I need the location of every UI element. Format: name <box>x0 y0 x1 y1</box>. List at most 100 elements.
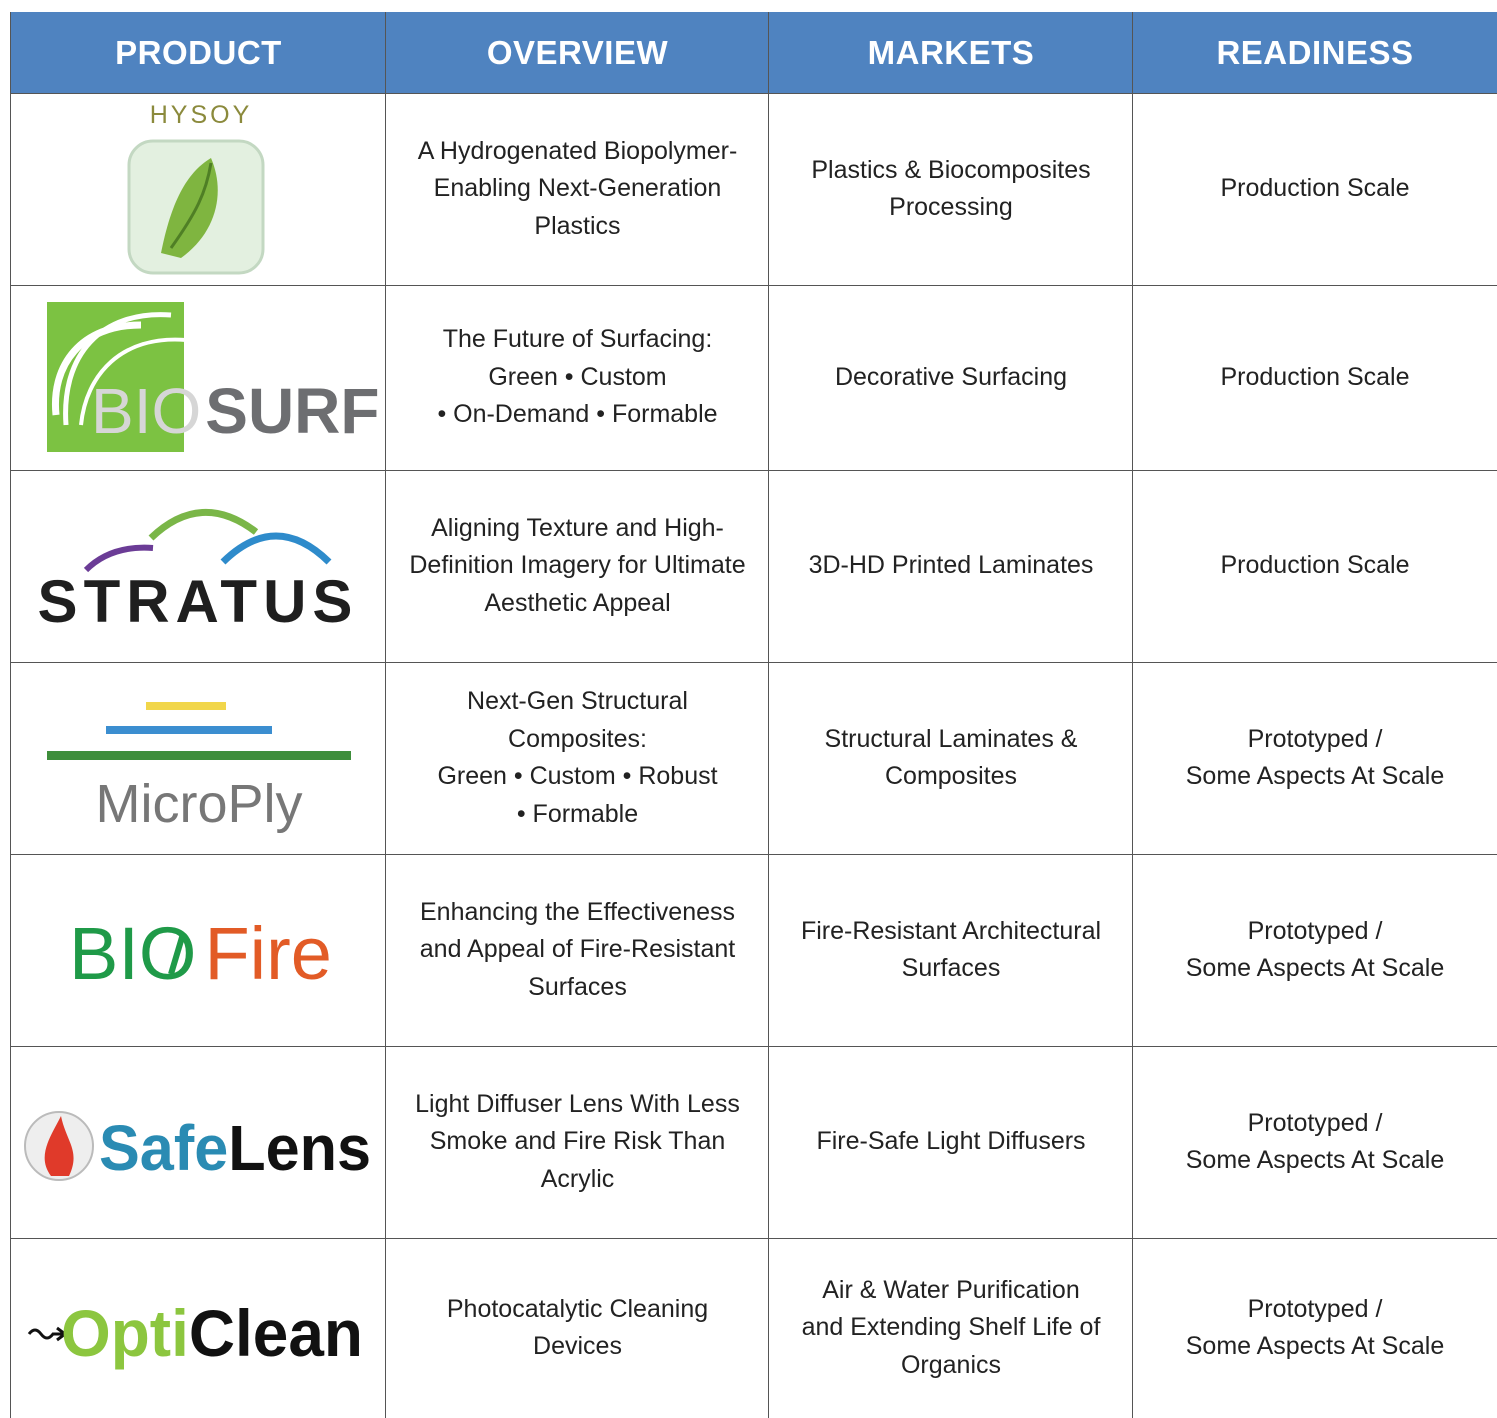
cell-text: Green • Custom • Robust <box>437 762 718 790</box>
markets-cell: Plastics & Biocomposites Processing <box>768 93 1133 286</box>
logo-text: Safe <box>99 1112 228 1184</box>
cell-text: Enhancing the Effectiveness <box>419 897 736 926</box>
readiness-cell: Prototyped / Some Aspects At Scale <box>1132 854 1497 1047</box>
cell-text: 3D-HD Printed Laminates <box>808 551 1094 580</box>
header-cell: PRODUCT <box>10 12 386 94</box>
cell-text: Production Scale <box>1220 551 1410 580</box>
logo-shape <box>168 933 186 975</box>
cell-text: Composites: <box>508 724 647 753</box>
cell-text: Acrylic <box>540 1164 615 1193</box>
logo-shape <box>44 1116 74 1176</box>
product-cell: BIOSURF <box>10 285 386 471</box>
logo-shape <box>146 702 226 710</box>
logo-text: SafeLens <box>99 1112 371 1184</box>
logo-text: Clean <box>189 1296 363 1370</box>
cell-text: and Appeal of Fire-Resistant <box>419 935 736 964</box>
logo-text: BIOSURF <box>91 375 379 447</box>
header-cell: READINESS <box>1132 12 1497 94</box>
logo-shape <box>220 532 332 565</box>
logo-text: OptiClean <box>61 1296 363 1370</box>
overview-cell: The Future of Surfacing: Green • Custom • … <box>385 285 769 471</box>
overview-cell: A Hydrogenated Biopolymer- Enabling Next-… <box>385 93 769 286</box>
logo-text: Fire <box>204 912 331 995</box>
logo-shape <box>161 158 218 258</box>
readiness-cell: Production Scale <box>1132 285 1497 471</box>
readiness-cell: Production Scale <box>1132 470 1497 663</box>
cell-text: Devices <box>533 1332 622 1360</box>
logo-text: SURF <box>205 375 379 447</box>
logo-text: MicroPly <box>95 774 302 834</box>
cell-text: Fire-Resistant Architectural <box>800 916 1102 945</box>
logo-text: Opti <box>61 1296 189 1370</box>
cell-text: Aesthetic Appeal <box>484 588 671 617</box>
logo-shape <box>47 751 351 760</box>
product-logo: MicroPly <box>47 702 351 834</box>
cell-text: Prototyped / <box>1247 1294 1383 1323</box>
logo-shape <box>51 321 142 416</box>
cell-text: Surfaces <box>528 972 627 1001</box>
cell-text: Processing <box>889 193 1013 221</box>
cell-text: The Future of Surfacing: <box>442 325 713 354</box>
logo-text: BIO Fire <box>69 912 332 995</box>
product-logo: HYSOY <box>127 101 265 275</box>
readiness-cell: Production Scale <box>1132 93 1497 286</box>
overview-cell: Aligning Texture and High- Definition Ima… <box>385 470 769 663</box>
logo-shape <box>79 337 187 426</box>
readiness-cell: Prototyped / Some Aspects At Scale <box>1132 1046 1497 1239</box>
cell-text: Some Aspects At Scale <box>1185 1146 1445 1174</box>
markets-cell: 3D-HD Printed Laminates <box>768 470 1133 663</box>
markets-cell: Decorative Surfacing <box>768 285 1133 471</box>
overview-cell: Photocatalytic Cleaning Devices <box>385 1238 769 1418</box>
markets-cell: Fire-Safe Light Diffusers <box>768 1046 1133 1239</box>
cell-text: Photocatalytic Cleaning <box>446 1294 709 1323</box>
cell-text: Air & Water Purification <box>822 1275 1080 1304</box>
cell-text: Surfaces <box>901 954 1001 982</box>
product-cell: HYSOY <box>10 93 386 286</box>
logo-shape <box>63 312 172 426</box>
cell-text: Prototyped / <box>1247 724 1383 753</box>
readiness-cell: Prototyped / Some Aspects At Scale <box>1132 1238 1497 1418</box>
logo-text: Lens <box>228 1112 371 1184</box>
cell-text: Composites <box>885 762 1017 790</box>
overview-cell: Enhancing the Effectiveness and Appeal of… <box>385 854 769 1047</box>
cell-text: Next-Gen Structural <box>467 687 688 715</box>
product-cell: SafeLens <box>10 1046 386 1239</box>
cell-text: • On-Demand • Formable <box>437 400 718 429</box>
product-logo: OptiClean <box>27 1296 363 1370</box>
product-cell: BIO Fire <box>10 854 386 1047</box>
cell-text: Organics <box>900 1350 1002 1379</box>
logo-text: STRATUS <box>38 568 359 635</box>
cell-text: Light Diffuser Lens With Less <box>415 1089 740 1118</box>
cell-text: Structural Laminates & <box>824 724 1078 753</box>
logo-shape <box>83 544 154 573</box>
product-cell: STRATUS <box>10 470 386 663</box>
product-logo: SafeLens <box>24 1111 371 1184</box>
cell-text: Production Scale <box>1220 362 1410 391</box>
product-logo: BIO Fire <box>69 912 332 995</box>
overview-cell: Light Diffuser Lens With Less Smoke and F… <box>385 1046 769 1239</box>
cell-text: Enabling Next-Generation <box>433 174 722 203</box>
logo-shape <box>148 509 259 541</box>
logo-text: BIO <box>91 375 201 447</box>
cell-text: Definition Imagery for Ultimate <box>409 551 746 580</box>
logo-shape <box>169 162 213 249</box>
cell-text: Plastics <box>534 211 621 240</box>
cell-text: Some Aspects At Scale <box>1185 1332 1445 1360</box>
cell-text: Production Scale <box>1220 174 1410 203</box>
markets-cell: Air & Water Purification and Extending Sh… <box>768 1238 1133 1418</box>
cell-text: • Formable <box>516 799 639 828</box>
cell-text: Prototyped / <box>1247 916 1383 945</box>
cell-text: Aligning Texture and High- <box>431 513 724 542</box>
overview-cell: Next-Gen Structural Composites: Green • Cu… <box>385 662 769 855</box>
cell-text: and Extending Shelf Life of <box>801 1313 1101 1342</box>
cell-text: A Hydrogenated Biopolymer- <box>417 136 738 165</box>
header-cell: OVERVIEW <box>385 12 769 94</box>
cell-text: Prototyped / <box>1247 1108 1383 1137</box>
product-cell: MicroPly <box>10 662 386 855</box>
cell-text: Plastics & Biocomposites <box>811 155 1091 184</box>
header-cell: MARKETS <box>768 12 1133 94</box>
cell-text: Smoke and Fire Risk Than <box>429 1127 726 1156</box>
product-logo: STRATUS <box>38 509 359 635</box>
product-cell: OptiClean <box>10 1238 386 1418</box>
